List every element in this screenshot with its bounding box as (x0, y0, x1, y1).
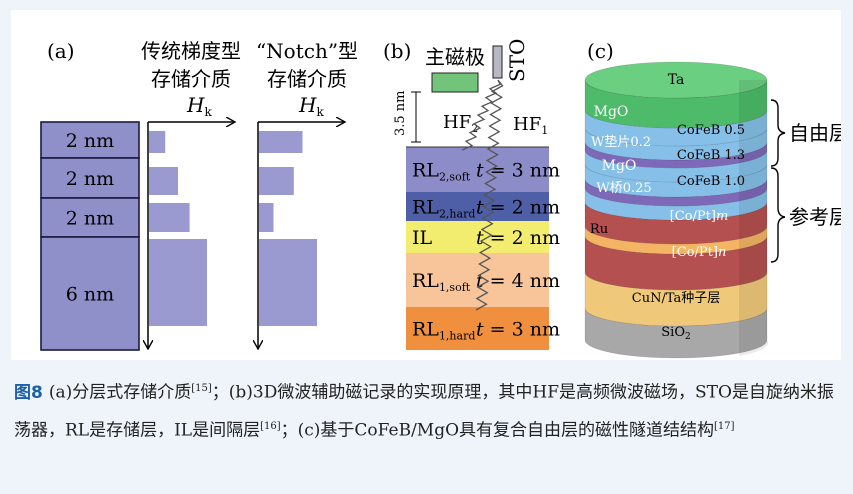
ru-label: Ru (590, 222, 608, 237)
layer-block (40, 157, 140, 199)
reference-layer-bracket (770, 167, 786, 263)
cylinder-shade (739, 80, 769, 356)
layer-thickness: t = 3 nm (476, 160, 560, 182)
cofeb-10-label: CoFeB 1.0 (677, 174, 745, 189)
notch-bar (259, 167, 294, 195)
hk-label-2: Hk (298, 93, 324, 119)
gradient-bar (149, 167, 178, 195)
layer-name: RL1,hard (412, 319, 475, 343)
layer-name: RL2,hard (412, 197, 475, 221)
mgo-top-label: MgO (594, 104, 629, 120)
reference-layer-label: 参考层 (789, 205, 841, 229)
cofeb-05-label: CoFeB 0.5 (677, 123, 745, 138)
ta-label: Ta (668, 72, 685, 88)
gradient-title-line1: 传统梯度型 (141, 39, 241, 63)
hf2-wave (461, 79, 501, 151)
free-layer-bracket (770, 99, 786, 167)
notch-bar (259, 131, 303, 153)
layer-thickness: 2 nm (66, 130, 114, 152)
sio2-label: SiO2 (661, 325, 690, 342)
gradient-bar (149, 239, 207, 326)
caption-part-a: (a)分层式存储介质 (48, 382, 192, 403)
layer-name: RL1,soft (412, 270, 471, 294)
hk-label-1: Hk (186, 93, 212, 119)
panel-a: (a) 传统梯度型 存储介质 “Notch”型 存储介质 Hk Hk 2 nm2… (40, 39, 358, 351)
layer-thickness: t = 2 nm (476, 227, 560, 249)
sto-device (492, 45, 503, 79)
main-pole-label: 主磁极 (425, 45, 485, 69)
panel-c: (c) Ta MgO CoFeB 0.5 W垫片0.2 CoFeB 1.3 MgO W桥0.… (584, 39, 849, 359)
layer-thickness: t = 4 nm (476, 270, 560, 292)
hf1-wave (475, 79, 504, 311)
layer-block (40, 236, 140, 351)
figure-graphic: (a) 传统梯度型 存储介质 “Notch”型 存储介质 Hk Hk 2 nm2… (40, 39, 849, 359)
ref-17: [17] (714, 420, 735, 432)
layer-thickness: 2 nm (66, 208, 114, 230)
notch-title-line2: 存储介质 (267, 67, 347, 91)
ref-16: [16] (260, 420, 281, 432)
layer-block (40, 121, 140, 159)
hf2-label: HF2 (443, 112, 478, 135)
mtj-cylinder: Ta MgO CoFeB 0.5 W垫片0.2 CoFeB 1.3 MgO W桥0.25 Co… (584, 61, 769, 359)
panel-a-label: (a) (47, 39, 75, 63)
layer-name: RL2,soft (412, 160, 471, 184)
panel-b-label: (b) (383, 39, 411, 63)
recording-layer (406, 192, 549, 221)
figure: (a) 传统梯度型 存储介质 “Notch”型 存储介质 Hk Hk 2 nm 2… (11, 10, 849, 360)
gradient-title-line2: 存储介质 (151, 67, 231, 91)
gradient-bars (149, 131, 207, 326)
notch-bars (259, 131, 317, 326)
recording-layer (406, 221, 549, 253)
copt-n-label: [Co/Pt]n (672, 245, 727, 260)
seed-label: CuN/Ta种子层 (632, 291, 721, 306)
cofeb-13-label: CoFeB 1.3 (677, 148, 745, 163)
panel-c-label: (c) (587, 39, 614, 63)
main-pole (431, 72, 479, 93)
caption-part-c: ；(c)基于CoFeB/MgO具有复合自由层的磁性隧道结结构 (280, 420, 715, 441)
layer-thickness: 2 nm (66, 168, 114, 190)
notch-title-line1: “Notch”型 (256, 39, 358, 63)
layer-name: IL (412, 227, 433, 249)
sto-label: STO (505, 39, 529, 82)
ref-15: [15] (191, 383, 212, 394)
layer-thickness: t = 3 nm (476, 319, 560, 341)
caption-part-b: ；(b)3D微波辅助磁记录的实现原理，其中HF是高频微波磁场，STO是自旋纳米振… (14, 382, 834, 441)
layer-stack: 2 nm 2 nm 2 nm 6 nm (40, 121, 140, 351)
w-bridge-label: W桥0.25 (596, 181, 651, 196)
gradient-bar (149, 131, 166, 153)
recording-layer (406, 307, 549, 350)
recording-layer (406, 147, 549, 192)
copt-m-label: [Co/Pt]m (670, 209, 729, 224)
w-pad-label: W垫片0.2 (591, 134, 651, 150)
layer-thickness: t = 2 nm (476, 197, 560, 219)
figure-caption: 图8 (a)分层式存储介质[15]；(b)3D微波辅助磁记录的实现原理，其中HF是… (14, 372, 840, 447)
figure-number: 图8 (14, 382, 43, 403)
notch-bar (259, 239, 317, 326)
gradient-bar (149, 203, 190, 232)
cylinder-top (584, 61, 768, 99)
free-layer-label: 自由层 (789, 121, 841, 145)
layer-thickness: 6 nm (66, 284, 114, 306)
notch-bar (259, 203, 274, 232)
panel-b: (b) 主磁极 STO 3.5 nm HF2 HF1 RL2,soft t = 3… (383, 39, 560, 350)
gap-label: 3.5 nm (393, 90, 408, 136)
mgo-mid-label: MgO (602, 158, 637, 174)
hf1-label: HF1 (513, 114, 548, 137)
